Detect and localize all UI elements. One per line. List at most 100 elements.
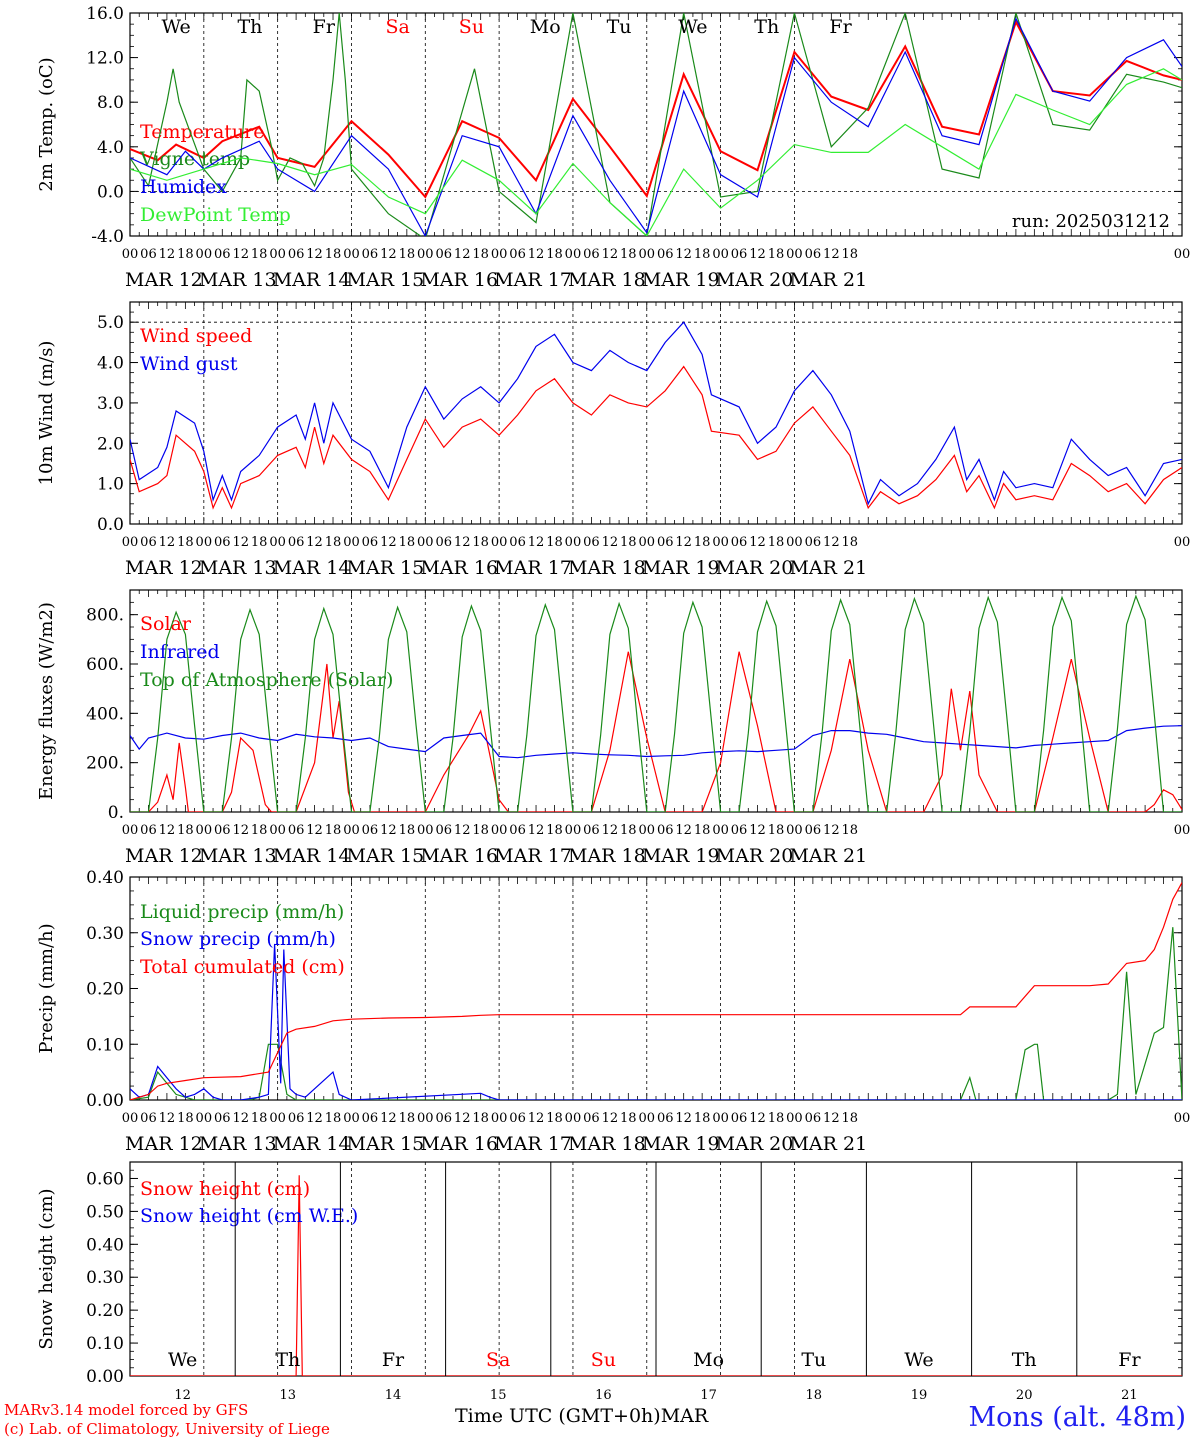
station-label: Mons (alt. 48m) bbox=[968, 1402, 1186, 1433]
date-label: MAR 18 bbox=[568, 845, 646, 867]
hour-tick-label: 18 bbox=[399, 247, 416, 262]
hour-tick-label: 18 bbox=[620, 1111, 637, 1126]
y-tick-label: 2.0 bbox=[97, 434, 124, 454]
y-tick-label: 0.10 bbox=[86, 1334, 124, 1354]
hour-tick-label: 00 bbox=[122, 1111, 139, 1126]
y-tick-label: -4.0 bbox=[91, 227, 124, 247]
hour-tick-label: 00 bbox=[122, 247, 139, 262]
legend-entry: Liquid precip (mm/h) bbox=[140, 901, 344, 923]
date-label: MAR 15 bbox=[347, 1133, 425, 1155]
y-tick-label: 4.0 bbox=[97, 138, 124, 158]
hour-tick-label: 00 bbox=[417, 1111, 434, 1126]
hour-tick-label: 00 bbox=[122, 535, 139, 550]
hour-tick-label: 12 bbox=[159, 823, 176, 838]
hour-tick-label: 00 bbox=[565, 1111, 582, 1126]
hour-tick-label: 00 bbox=[196, 1111, 213, 1126]
hour-tick-label: 00 bbox=[786, 535, 803, 550]
hour-tick-label: 12 bbox=[159, 247, 176, 262]
hour-tick-label: 18 bbox=[842, 823, 859, 838]
hour-tick-label: 18 bbox=[251, 1111, 268, 1126]
date-label: MAR 15 bbox=[347, 557, 425, 579]
date-label: MAR 12 bbox=[125, 269, 203, 291]
hour-tick-label: 00 bbox=[565, 247, 582, 262]
y-tick-label: 0.40 bbox=[86, 1235, 124, 1255]
hour-tick-label: 06 bbox=[657, 535, 674, 550]
month-label: MAR bbox=[660, 1405, 709, 1427]
hour-tick-label: 00 bbox=[491, 1111, 508, 1126]
day-abbr-bottom: We bbox=[168, 1349, 197, 1371]
y-tick-label: 0. bbox=[108, 803, 124, 823]
hour-tick-label: 00 bbox=[565, 535, 582, 550]
date-label: MAR 15 bbox=[347, 269, 425, 291]
day-number: 14 bbox=[385, 1388, 402, 1403]
hour-tick-label: 00 bbox=[1174, 1111, 1191, 1126]
date-label: MAR 19 bbox=[642, 269, 720, 291]
hour-tick-label: 00 bbox=[269, 247, 286, 262]
series-line-2 bbox=[130, 725, 1182, 759]
hour-tick-label: 06 bbox=[731, 535, 748, 550]
date-label: MAR 19 bbox=[642, 557, 720, 579]
legend-entry: DewPoint Temp bbox=[140, 204, 291, 226]
y-axis-label: Snow height (cm) bbox=[36, 1188, 57, 1349]
y-tick-label: 0.00 bbox=[86, 1091, 124, 1111]
model-credit: MARv3.14 model forced by GFS bbox=[4, 1401, 249, 1419]
hour-tick-label: 18 bbox=[472, 247, 489, 262]
y-tick-label: 200. bbox=[86, 754, 124, 774]
hour-tick-label: 18 bbox=[251, 247, 268, 262]
hour-tick-label: 12 bbox=[306, 535, 323, 550]
hour-tick-label: 12 bbox=[306, 247, 323, 262]
day-number: 16 bbox=[595, 1388, 612, 1403]
hour-tick-label: 00 bbox=[638, 247, 655, 262]
date-label: MAR 15 bbox=[347, 845, 425, 867]
day-abbr-bottom: Th bbox=[275, 1349, 300, 1371]
series-line-2 bbox=[130, 321, 1182, 506]
plot-frame bbox=[129, 589, 1183, 813]
hour-tick-label: 06 bbox=[140, 823, 157, 838]
hour-tick-label: 12 bbox=[232, 247, 249, 262]
date-label: MAR 16 bbox=[420, 269, 498, 291]
date-label: MAR 12 bbox=[125, 845, 203, 867]
hour-tick-label: 00 bbox=[196, 823, 213, 838]
series-line-1 bbox=[130, 927, 1182, 1100]
hour-tick-label: 12 bbox=[306, 1111, 323, 1126]
hour-tick-label: 06 bbox=[288, 247, 305, 262]
y-tick-label: 0.0 bbox=[97, 515, 124, 535]
hour-tick-label: 00 bbox=[196, 535, 213, 550]
hour-tick-label: 00 bbox=[417, 823, 434, 838]
hour-tick-label: 18 bbox=[768, 823, 785, 838]
date-label: MAR 21 bbox=[789, 557, 867, 579]
hour-tick-label: 12 bbox=[675, 247, 692, 262]
hour-tick-label: 18 bbox=[177, 247, 194, 262]
hour-tick-label: 18 bbox=[325, 535, 342, 550]
day-abbr-top: Th bbox=[754, 16, 779, 38]
day-abbr-bottom: Fr bbox=[382, 1349, 405, 1371]
date-label: MAR 14 bbox=[273, 1133, 351, 1155]
hour-tick-label: 18 bbox=[546, 535, 563, 550]
hour-tick-label: 12 bbox=[749, 823, 766, 838]
hour-tick-label: 18 bbox=[694, 1111, 711, 1126]
hour-tick-label: 12 bbox=[823, 823, 840, 838]
day-abbr-bottom: Tu bbox=[801, 1349, 826, 1371]
day-abbr-top: Mo bbox=[530, 16, 561, 38]
time-axis-title: Time UTC (GMT+0h) bbox=[455, 1405, 661, 1427]
hour-tick-label: 06 bbox=[583, 823, 600, 838]
hour-tick-label: 12 bbox=[823, 1111, 840, 1126]
date-label: MAR 21 bbox=[789, 845, 867, 867]
y-tick-label: 0.20 bbox=[86, 1301, 124, 1321]
hour-tick-label: 00 bbox=[712, 823, 729, 838]
hour-tick-label: 18 bbox=[694, 535, 711, 550]
series-line-4 bbox=[130, 68, 1182, 236]
hour-tick-label: 18 bbox=[842, 1111, 859, 1126]
day-number: 15 bbox=[490, 1388, 507, 1403]
y-tick-label: 8.0 bbox=[97, 93, 124, 113]
day-number: 12 bbox=[174, 1388, 191, 1403]
day-number: 13 bbox=[280, 1388, 297, 1403]
hour-tick-label: 00 bbox=[417, 535, 434, 550]
hour-tick-label: 18 bbox=[620, 247, 637, 262]
lab-credit: (c) Lab. of Climatology, University of L… bbox=[4, 1420, 330, 1438]
date-label: MAR 13 bbox=[199, 845, 277, 867]
series-line-1 bbox=[130, 651, 1182, 812]
hour-tick-label: 00 bbox=[491, 823, 508, 838]
day-abbr-bottom: Mo bbox=[693, 1349, 724, 1371]
